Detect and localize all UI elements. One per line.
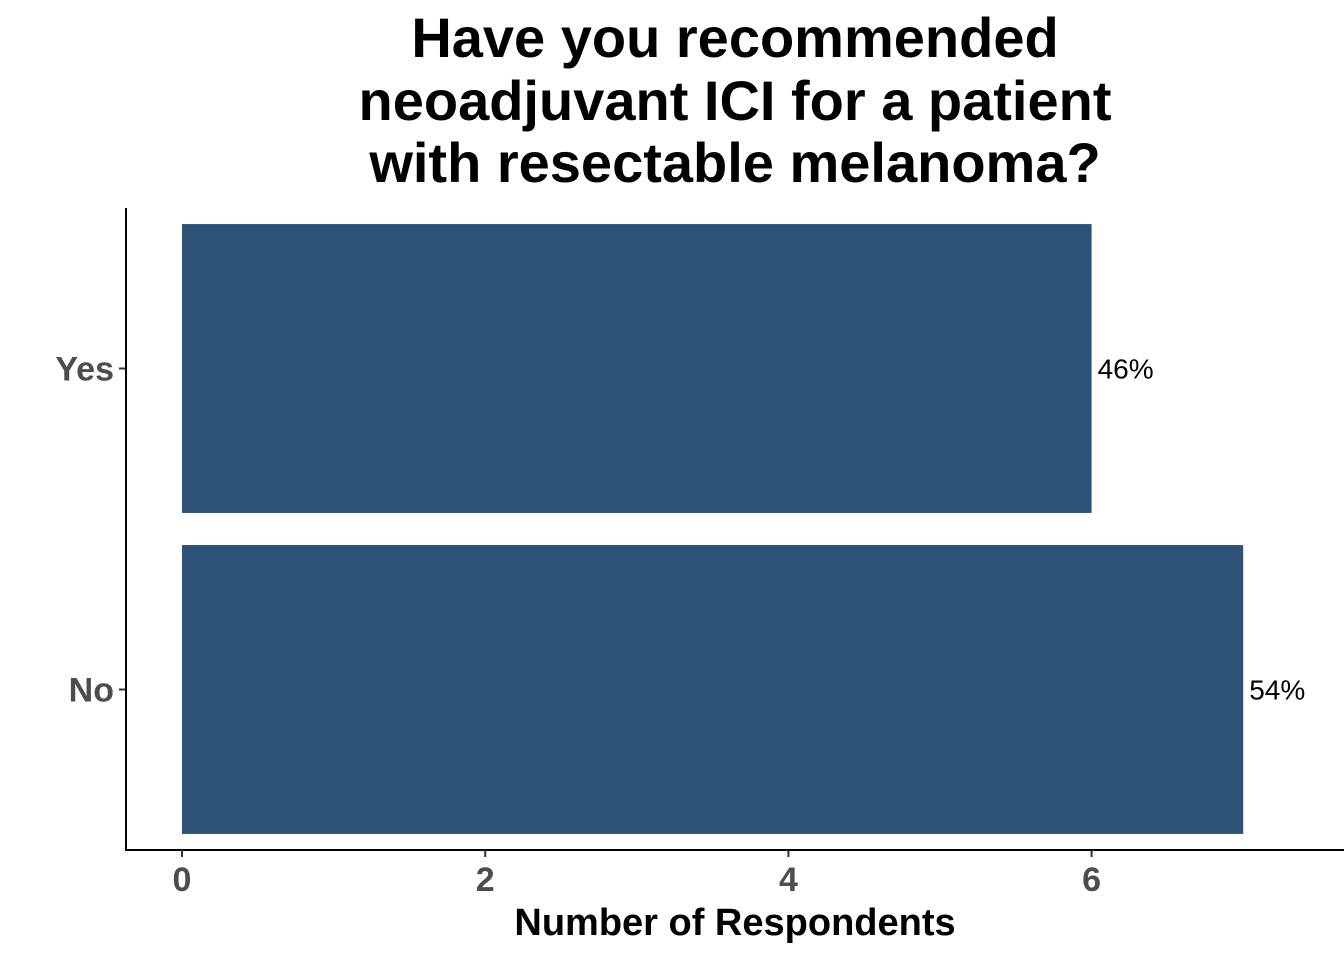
chart-title-line-2: neoadjuvant ICI for a patient bbox=[359, 69, 1112, 132]
x-tick-label-0: 0 bbox=[173, 861, 192, 899]
bar-no bbox=[182, 545, 1244, 834]
bar-yes bbox=[182, 224, 1092, 513]
x-tick-label-4: 4 bbox=[779, 861, 798, 899]
bars bbox=[182, 224, 1244, 834]
chart-title-line-1: Have you recommended bbox=[411, 6, 1058, 69]
x-axis-title: Number of Respondents bbox=[514, 902, 955, 944]
data-label-no: 54% bbox=[1249, 675, 1305, 706]
x-axis: 0 2 4 6 bbox=[125, 849, 1344, 899]
chart-title-line-3: with resectable melanoma? bbox=[368, 131, 1100, 194]
x-tick-label-2: 2 bbox=[476, 861, 495, 899]
chart-title: Have you recommended neoadjuvant ICI for… bbox=[359, 6, 1112, 194]
y-tick-label-yes: Yes bbox=[55, 351, 114, 389]
data-labels: 46% 54% bbox=[1098, 354, 1306, 706]
y-axis: Yes No bbox=[55, 208, 127, 851]
y-tick-label-no: No bbox=[69, 672, 114, 710]
data-label-yes: 46% bbox=[1098, 354, 1154, 385]
x-tick-label-6: 6 bbox=[1082, 861, 1101, 899]
